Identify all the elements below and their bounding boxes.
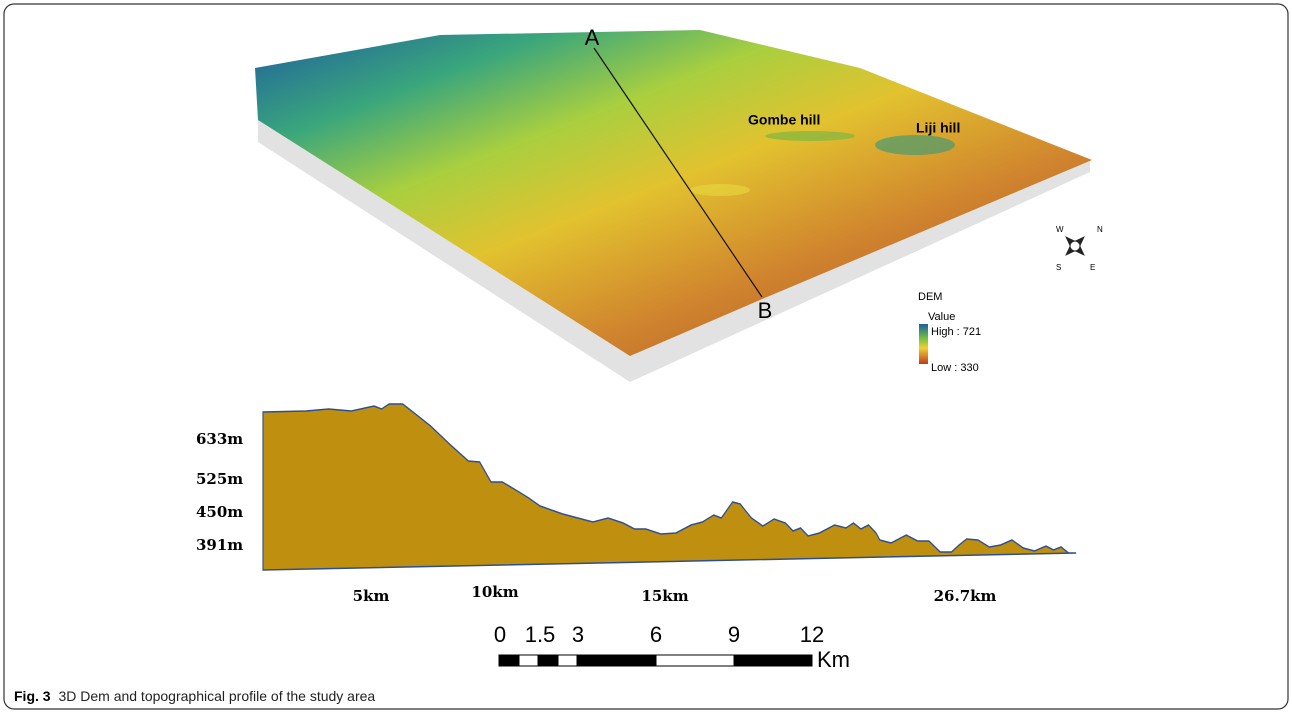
legend-low: Low : 330 [931,362,979,374]
scale-tick: 12 [800,622,824,647]
profile-y-label: 391m [196,536,243,554]
point-label: B [758,298,773,323]
legend-subtitle: Value [928,311,955,323]
legend-title: DEM [918,291,942,303]
feature-label: Liji hill [916,120,960,136]
scale-tick: 3 [572,622,584,647]
scale-tick: 1.5 [525,622,556,647]
profile-area [263,404,1076,570]
legend-colorbar [919,324,928,364]
legend-high: High : 721 [931,326,981,338]
profile-x-label: 26.7km [934,587,997,605]
profile-x-label: 10km [471,583,518,601]
scale-tick: 6 [650,622,662,647]
scale-tick: 9 [728,622,740,647]
hill [765,131,855,141]
profile-x-label: 5km [353,587,390,605]
compass: N E S W [1056,225,1103,272]
profile-y-label: 525m [196,470,243,488]
scale-tick: 0 [494,622,506,647]
caption: Fig. 3 3D Dem and topographical profile … [14,688,375,704]
compass-label: S [1056,263,1061,272]
caption-text: 3D Dem and topographical profile of the … [58,688,375,704]
feature-label: Gombe hill [748,112,820,128]
scale-unit: Km [817,647,850,672]
profile-y-label: 633m [196,430,243,448]
hill [875,135,955,155]
figure: A B Gombe hill Liji hill N E S W DEM Val… [0,0,1292,713]
dem-surface [255,30,1092,356]
compass-label: N [1097,225,1103,234]
profile-y-label: 450m [196,503,243,521]
profile-x-label: 15km [641,587,688,605]
hill [690,184,750,196]
compass-label: W [1056,225,1064,234]
point-label: A [585,25,600,50]
compass-label: E [1090,263,1095,272]
caption-label: Fig. 3 [14,688,51,704]
scale-bar [499,655,812,666]
